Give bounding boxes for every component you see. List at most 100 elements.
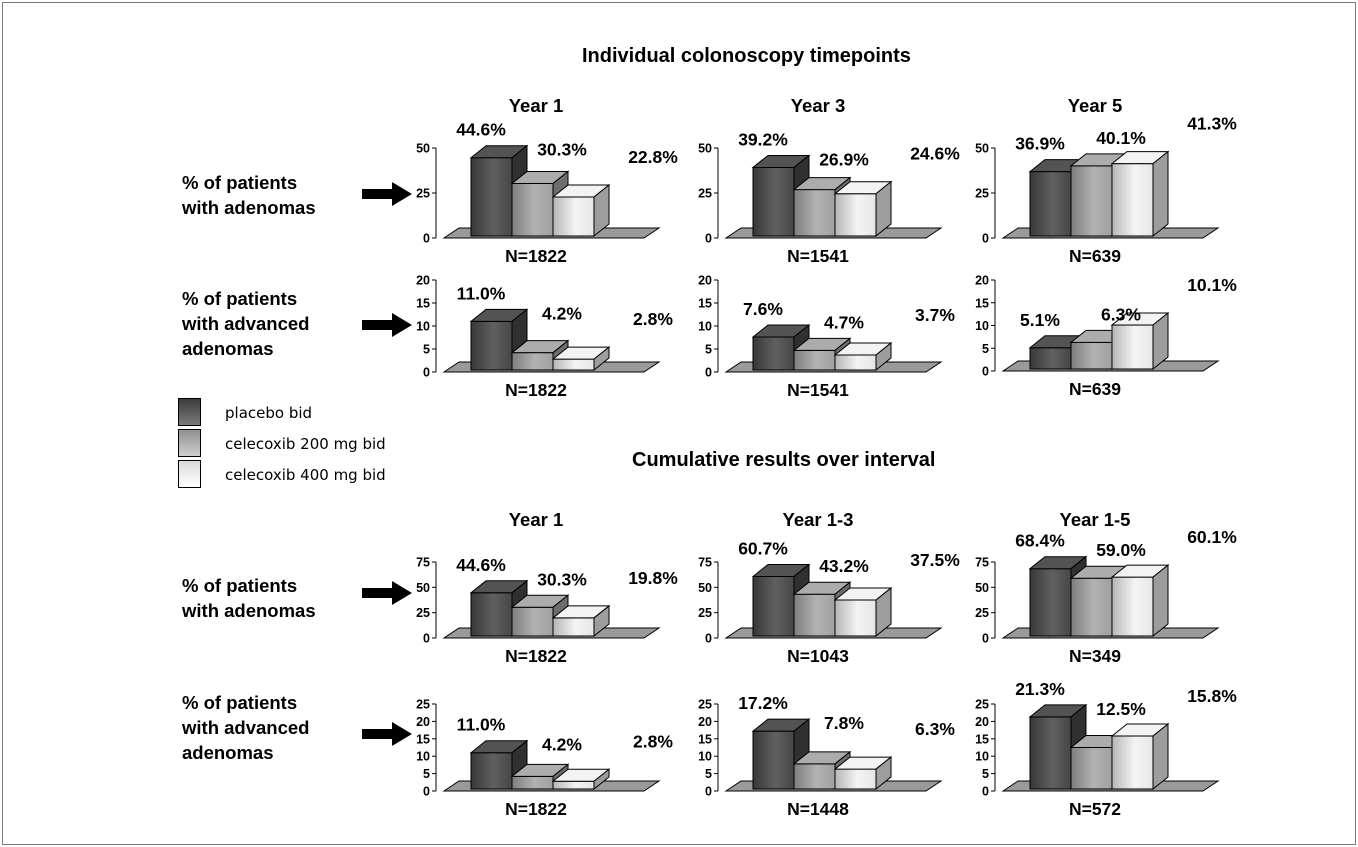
arrow-right-icon (362, 182, 412, 206)
y-tick-label: 20 (416, 274, 430, 288)
bar-celecoxib-400 (1110, 564, 1170, 638)
data-label: 7.6% (743, 299, 783, 319)
data-label: 19.8% (628, 568, 678, 588)
legend-swatch-celecoxib-400 (178, 460, 201, 488)
row-label-advanced-individual: % of patients with advanced adenomas (182, 286, 309, 361)
bar-celecoxib-400 (833, 180, 893, 238)
bar-side (875, 341, 892, 372)
y-tick-label: 25 (416, 606, 430, 620)
bar-placebo (469, 739, 529, 791)
bar-side (593, 604, 610, 638)
legend-swatch-placebo (178, 398, 201, 426)
bar-front (834, 599, 877, 637)
section-title-individual: Individual colonoscopy timepoints (582, 45, 911, 67)
chart-title: Year 1-3 (783, 509, 854, 530)
y-tick-label: 25 (698, 698, 712, 712)
bar-front (793, 593, 836, 637)
row-label-line: with advanced (182, 313, 310, 334)
data-label: 43.2% (819, 556, 869, 576)
bar-front (1111, 163, 1154, 237)
n-label: N=1541 (787, 246, 849, 266)
y-tick-label: 5 (423, 343, 430, 357)
row-label-line: % of patients (182, 288, 298, 309)
data-label: 2.8% (633, 731, 673, 751)
bar-front (752, 575, 795, 637)
y-tick-label: 25 (975, 187, 989, 201)
bar-side (593, 183, 610, 238)
n-label: N=349 (1069, 646, 1121, 666)
y-tick-label: 20 (698, 715, 712, 729)
n-label: N=1822 (505, 646, 567, 666)
data-label: 5.1% (1020, 310, 1060, 330)
chart-title: Year 1-5 (1060, 509, 1131, 530)
y-tick-label: 0 (982, 785, 989, 799)
legend-label: celecoxib 400 mg bid (225, 466, 386, 484)
bar-side (875, 756, 892, 791)
y-tick-label: 0 (982, 632, 989, 646)
y-tick-label: 0 (423, 632, 430, 646)
y-tick-label: 0 (705, 632, 712, 646)
data-label: 36.9% (1015, 134, 1065, 154)
y-tick-label: 50 (416, 142, 430, 156)
y-tick-label: 20 (975, 274, 989, 288)
bar-front (511, 606, 554, 637)
bar-celecoxib-400 (833, 586, 893, 638)
y-tick-label: 15 (416, 297, 430, 311)
data-label: 60.1% (1187, 527, 1237, 547)
n-label: N=1043 (787, 646, 849, 666)
row-label-adenomas-individual: % of patients with adenomas (182, 170, 316, 220)
n-label: N=639 (1069, 379, 1121, 399)
y-tick-label: 5 (423, 767, 430, 781)
data-label: 11.0% (457, 715, 506, 735)
bar-celecoxib-200 (510, 170, 570, 238)
data-label: 30.3% (537, 140, 587, 160)
row-label-advanced-cumulative: % of patients with advanced adenomas (182, 690, 309, 765)
bar-celecoxib-400 (1110, 722, 1170, 791)
y-tick-label: 50 (975, 581, 989, 595)
data-label: 2.8% (633, 309, 673, 329)
n-label: N=1541 (787, 380, 849, 400)
y-tick-label: 25 (975, 606, 989, 620)
y-tick-label: 50 (975, 142, 989, 156)
y-tick-label: 75 (975, 556, 989, 570)
row-label-adenomas-cumulative: % of patients with adenomas (182, 573, 316, 623)
data-label: 4.2% (542, 735, 582, 755)
bar-front (752, 166, 795, 237)
bar-front (470, 157, 513, 237)
y-tick-label: 0 (982, 365, 989, 379)
bar-side (875, 180, 892, 238)
bar-side (593, 768, 610, 791)
data-label: 41.3% (1187, 114, 1237, 134)
data-label: 39.2% (738, 129, 788, 149)
bar-side (1152, 312, 1169, 371)
row-label-line: with advanced (182, 717, 310, 738)
data-label: 6.3% (1101, 304, 1141, 324)
data-label: 12.5% (1096, 699, 1146, 719)
y-tick-label: 0 (423, 232, 430, 246)
y-tick-label: 75 (698, 556, 712, 570)
row-label-line: % of patients (182, 575, 298, 596)
data-label: 68.4% (1015, 531, 1065, 551)
y-tick-label: 20 (698, 274, 712, 288)
arrow-right-icon (362, 313, 412, 337)
y-tick-label: 75 (416, 556, 430, 570)
chart-title: Year 1 (509, 95, 564, 116)
chart-title: Year 3 (791, 95, 846, 116)
y-tick-label: 0 (423, 366, 430, 380)
chart-title: Year 1 (509, 509, 564, 530)
bar-front (834, 193, 877, 237)
chart-title: Year 5 (1068, 95, 1123, 116)
y-tick-label: 20 (416, 715, 430, 729)
y-tick-label: 50 (698, 142, 712, 156)
data-label: 40.1% (1096, 128, 1146, 148)
